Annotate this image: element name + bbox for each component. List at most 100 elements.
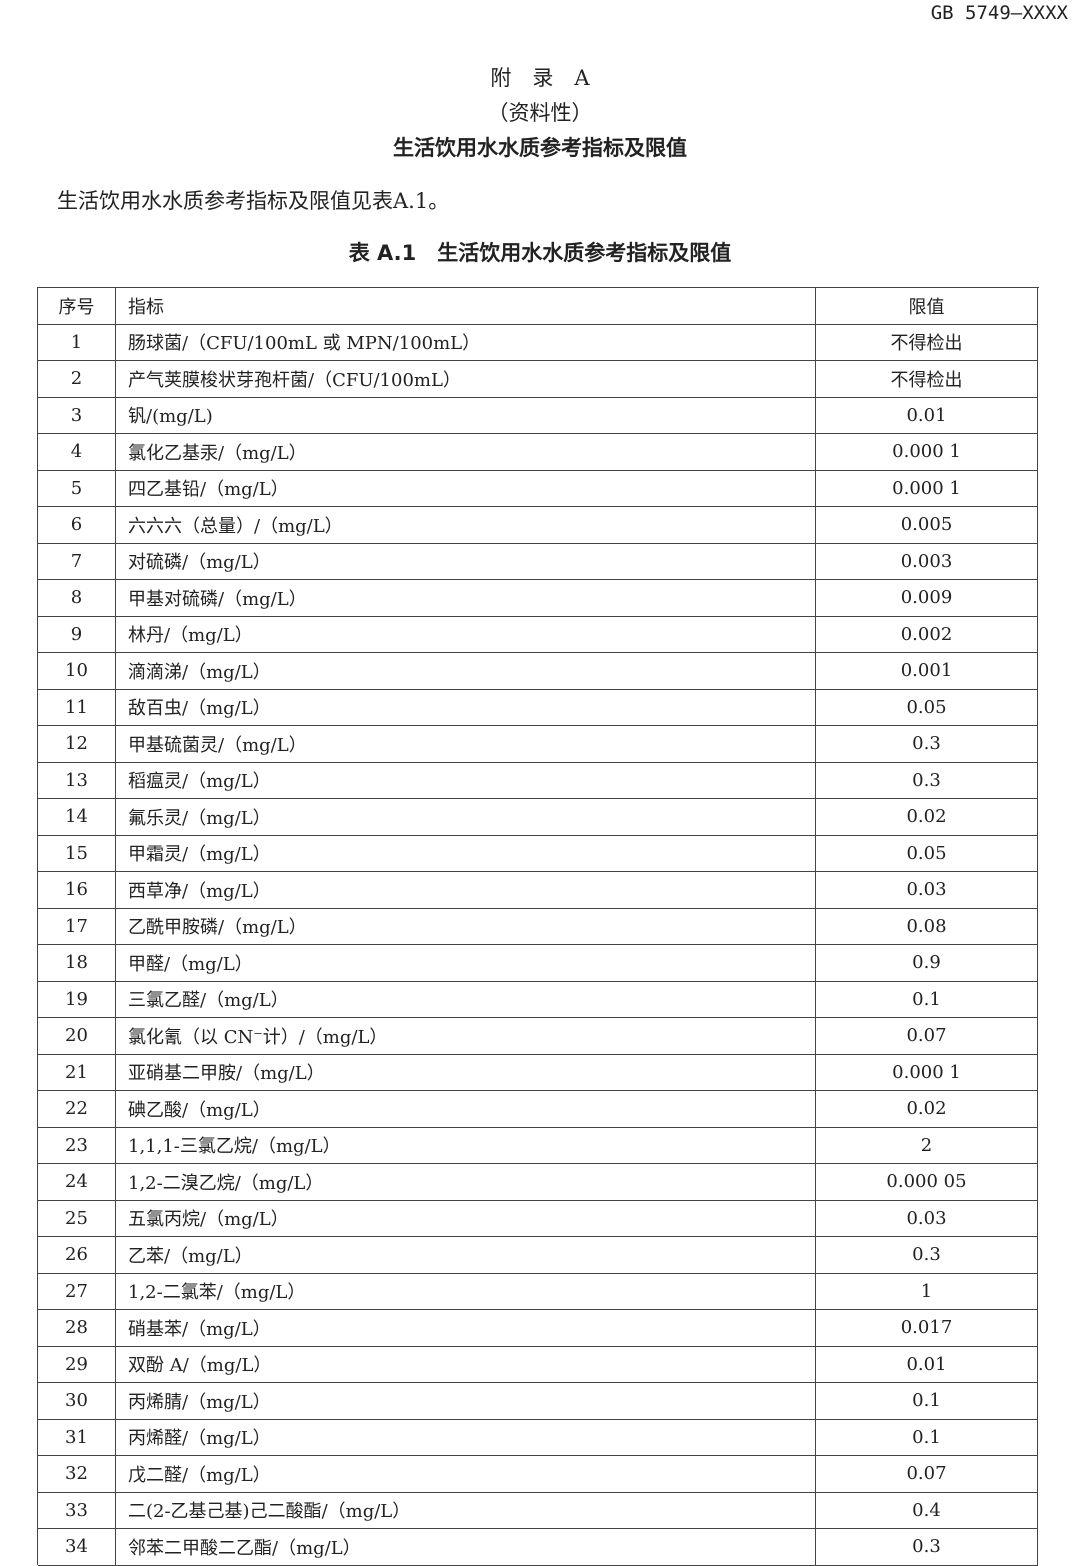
row-number: 10 — [38, 653, 116, 690]
limit-value: 0.000 1 — [816, 434, 1038, 471]
row-number: 19 — [38, 981, 116, 1018]
column-header: 限值 — [816, 288, 1038, 325]
indicator: 四乙基铅/（mg/L） — [116, 470, 816, 507]
limit-value: 0.02 — [816, 1091, 1038, 1128]
indicator: 对硫磷/（mg/L） — [116, 543, 816, 580]
row-number: 33 — [38, 1492, 116, 1529]
limit-value: 0.009 — [816, 580, 1038, 617]
row-number: 9 — [38, 616, 116, 653]
row-number: 13 — [38, 762, 116, 799]
intro-text: 生活饮用水水质参考指标及限值见表A.1。 — [57, 189, 450, 213]
row-number: 22 — [38, 1091, 116, 1128]
limit-value: 0.005 — [816, 507, 1038, 544]
indicator: 肠球菌/（CFU/100mL 或 MPN/100mL） — [116, 324, 816, 361]
indicator: 钒/(mg/L) — [116, 397, 816, 434]
indicator: 甲醛/（mg/L） — [116, 945, 816, 982]
indicator: 丙烯腈/（mg/L） — [116, 1383, 816, 1420]
indicator: 1,1,1-三氯乙烷/（mg/L） — [116, 1127, 816, 1164]
row-number: 29 — [38, 1346, 116, 1383]
column-header: 指标 — [116, 288, 816, 325]
limit-value: 1 — [816, 1273, 1038, 1310]
indicator: 三氯乙醛/（mg/L） — [116, 981, 816, 1018]
indicator: 双酚 A/（mg/L） — [116, 1346, 816, 1383]
indicator: 五氯丙烷/（mg/L） — [116, 1200, 816, 1237]
row-number: 26 — [38, 1237, 116, 1274]
row-number: 18 — [38, 945, 116, 982]
indicator: 西草净/（mg/L） — [116, 872, 816, 909]
indicator: 碘乙酸/（mg/L） — [116, 1091, 816, 1128]
limit-value: 0.9 — [816, 945, 1038, 982]
limit-value: 0.05 — [816, 689, 1038, 726]
limit-value: 0.01 — [816, 397, 1038, 434]
limit-value: 0.1 — [816, 981, 1038, 1018]
indicator: 甲基对硫磷/（mg/L） — [116, 580, 816, 617]
limit-value: 0.002 — [816, 616, 1038, 653]
limit-value: 不得检出 — [816, 324, 1038, 361]
row-number: 31 — [38, 1419, 116, 1456]
limit-value: 0.1 — [816, 1419, 1038, 1456]
row-number: 16 — [38, 872, 116, 909]
limit-value: 0.03 — [816, 1200, 1038, 1237]
limit-value: 0.02 — [816, 799, 1038, 836]
indicator: 1,2-二氯苯/（mg/L） — [116, 1273, 816, 1310]
row-number: 5 — [38, 470, 116, 507]
indicator: 硝基苯/（mg/L） — [116, 1310, 816, 1347]
annex-title: 附 录 A — [490, 66, 590, 90]
indicator: 甲霜灵/（mg/L） — [116, 835, 816, 872]
limit-value: 0.017 — [816, 1310, 1038, 1347]
table: 序号 指标 限值 1 肠球菌/（CFU/100mL 或 MPN/100mL） 不得检出 2 产… — [37, 287, 1039, 1566]
limit-value: 0.000 1 — [816, 470, 1038, 507]
limit-value: 0.1 — [816, 1383, 1038, 1420]
limit-value: 0.05 — [816, 835, 1038, 872]
row-number: 21 — [38, 1054, 116, 1091]
row-number: 32 — [38, 1456, 116, 1493]
limit-value: 0.3 — [816, 762, 1038, 799]
row-number: 4 — [38, 434, 116, 471]
limit-value: 0.03 — [816, 872, 1038, 909]
limit-value: 0.3 — [816, 1237, 1038, 1274]
indicator: 丙烯醛/（mg/L） — [116, 1419, 816, 1456]
indicator: 甲基硫菌灵/（mg/L） — [116, 726, 816, 763]
indicator: 六六六（总量）/（mg/L） — [116, 507, 816, 544]
indicator: 戊二醛/（mg/L） — [116, 1456, 816, 1493]
indicator: 氯化氰（以 CN⁻计）/（mg/L） — [116, 1018, 816, 1055]
row-number: 14 — [38, 799, 116, 836]
indicator: 邻苯二甲酸二乙酯/（mg/L） — [116, 1529, 816, 1566]
limit-value: 0.001 — [816, 653, 1038, 690]
annex-heading: 生活饮用水水质参考指标及限值 — [393, 136, 687, 160]
limit-value: 不得检出 — [816, 361, 1038, 398]
row-number: 15 — [38, 835, 116, 872]
row-number: 25 — [38, 1200, 116, 1237]
limit-value: 0.003 — [816, 543, 1038, 580]
row-number: 12 — [38, 726, 116, 763]
row-number: 6 — [38, 507, 116, 544]
limit-value: 0.3 — [816, 1529, 1038, 1566]
indicator: 滴滴涕/（mg/L） — [116, 653, 816, 690]
indicator: 亚硝基二甲胺/（mg/L） — [116, 1054, 816, 1091]
row-number: 28 — [38, 1310, 116, 1347]
indicator: 产气荚膜梭状芽孢杆菌/（CFU/100mL） — [116, 361, 816, 398]
annex-note: （资料性） — [487, 101, 593, 125]
indicator: 乙酰甲胺磷/（mg/L） — [116, 908, 816, 945]
limit-value: 0.07 — [816, 1018, 1038, 1055]
row-number: 1 — [38, 324, 116, 361]
row-number: 20 — [38, 1018, 116, 1055]
indicator: 敌百虫/（mg/L） — [116, 689, 816, 726]
column-header: 序号 — [38, 288, 116, 325]
row-number: 17 — [38, 908, 116, 945]
indicator: 林丹/（mg/L） — [116, 616, 816, 653]
indicator: 稻瘟灵/（mg/L） — [116, 762, 816, 799]
indicator: 1,2-二溴乙烷/（mg/L） — [116, 1164, 816, 1201]
row-number: 8 — [38, 580, 116, 617]
indicator: 二(2-乙基己基)己二酸酯/（mg/L） — [116, 1492, 816, 1529]
row-number: 24 — [38, 1164, 116, 1201]
limit-value: 0.01 — [816, 1346, 1038, 1383]
row-number: 30 — [38, 1383, 116, 1420]
limit-value: 0.000 05 — [816, 1164, 1038, 1201]
row-number: 34 — [38, 1529, 116, 1566]
limit-value: 0.3 — [816, 726, 1038, 763]
limit-value: 0.07 — [816, 1456, 1038, 1493]
row-number: 2 — [38, 361, 116, 398]
row-number: 27 — [38, 1273, 116, 1310]
